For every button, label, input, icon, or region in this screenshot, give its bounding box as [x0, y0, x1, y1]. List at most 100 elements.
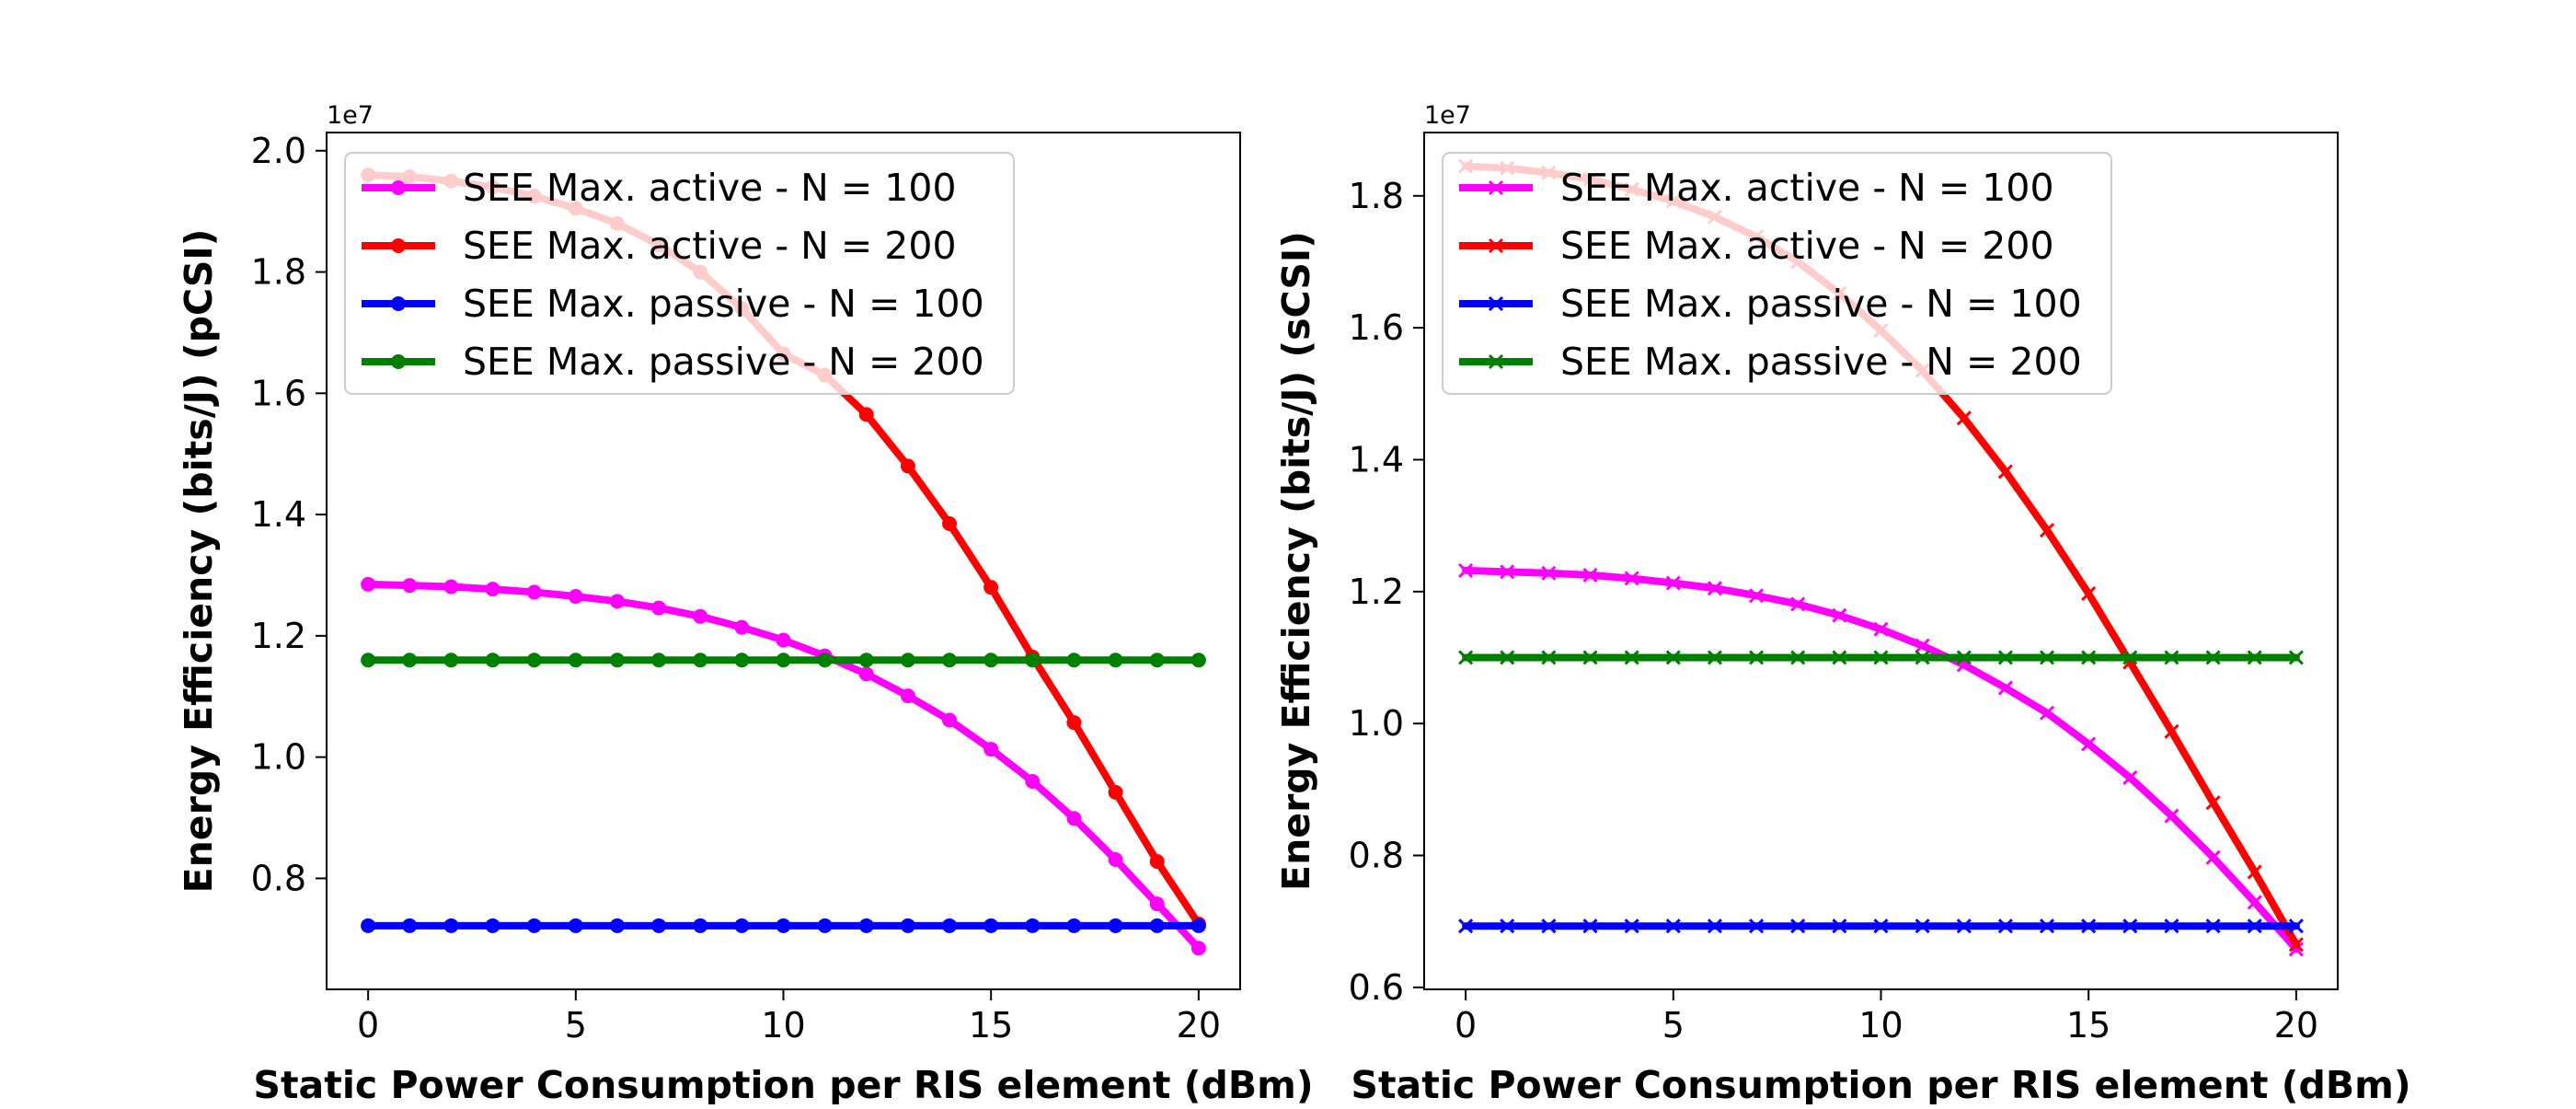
data-point	[2288, 937, 2304, 953]
data-point-stroke	[2081, 736, 2097, 752]
data-point-stroke	[2288, 937, 2304, 953]
data-point-stroke	[1541, 918, 1557, 934]
y-axis-label: Energy Efficiency (bits/J) (sCSI)	[1274, 231, 1318, 891]
data-point	[1956, 650, 1972, 665]
data-point	[526, 918, 542, 933]
legend-label: SEE Max. passive - N = 100	[463, 282, 984, 326]
legend-swatch-marker	[1488, 295, 1504, 312]
data-point	[1190, 918, 1206, 933]
data-point-stroke	[1500, 564, 1515, 580]
data-point	[1665, 650, 1681, 665]
data-point	[2039, 705, 2055, 721]
data-point-stroke	[1956, 650, 1972, 665]
data-point-stroke	[2288, 650, 2304, 665]
data-point	[1624, 650, 1639, 665]
x-tick-label: 5	[1662, 1005, 1685, 1045]
data-point	[1582, 567, 1598, 583]
data-point	[402, 918, 418, 933]
legend-item: SEE Max. active - N = 200	[362, 224, 957, 268]
data-point-stroke	[1997, 464, 2013, 479]
data-point	[651, 918, 667, 933]
chart-panel-2: 0 5 10 15 20 0.6 0.8 1.0 1.2 1.4 1.6 1.8 1e7 Static P…	[1274, 101, 2411, 1107]
data-point	[443, 579, 459, 595]
data-point	[609, 653, 625, 668]
data-point-stroke	[1749, 650, 1765, 665]
legend-item: SEE Max. passive - N = 200	[1459, 340, 2082, 384]
data-point-stroke	[1915, 918, 1930, 934]
data-point	[1790, 650, 1806, 665]
x-tick-label: 0	[1455, 1005, 1477, 1045]
data-point	[609, 918, 625, 933]
data-point	[2247, 864, 2262, 880]
data-point	[1997, 650, 2013, 665]
data-point	[900, 918, 915, 933]
data-point	[1832, 650, 1847, 665]
data-point	[402, 653, 418, 668]
x-axis-label: Static Power Consumption per RIS element…	[253, 1063, 1313, 1104]
data-point-stroke	[2205, 918, 2221, 934]
data-point	[1749, 918, 1765, 934]
data-point	[1997, 680, 2013, 696]
data-point-stroke	[2081, 650, 2097, 665]
x-tick-label: 10	[1858, 1005, 1903, 1045]
x-tick-label: 10	[761, 1005, 805, 1045]
data-point	[2039, 918, 2055, 934]
data-point	[609, 594, 625, 609]
y-tick-label: 1.8	[251, 252, 306, 293]
y-offset-text: 1e7	[1424, 101, 1471, 130]
data-point	[1665, 918, 1681, 934]
data-point	[1025, 774, 1041, 790]
y-tick-label: 0.6	[1349, 967, 1404, 1008]
x-tick-label: 20	[1177, 1005, 1221, 1045]
legend-label: SEE Max. passive - N = 200	[463, 340, 984, 384]
data-point	[2288, 918, 2304, 934]
data-point-stroke	[1707, 650, 1723, 665]
data-point	[1915, 638, 1930, 653]
y-axis-label: Energy Efficiency (bits/J) (pCSI)	[177, 229, 221, 894]
data-point-stroke	[1541, 650, 1557, 665]
data-point	[402, 578, 418, 594]
data-point	[2081, 585, 2097, 602]
data-point	[2164, 808, 2179, 824]
data-point	[485, 653, 500, 668]
data-point	[1790, 918, 1806, 934]
data-point	[1624, 571, 1639, 586]
data-point-stroke	[2122, 769, 2138, 785]
data-point-stroke	[2288, 918, 2304, 934]
data-point-stroke	[2081, 918, 2097, 934]
legend-label: SEE Max. active - N = 200	[463, 224, 957, 268]
data-point-stroke	[1956, 918, 1972, 934]
data-point	[1458, 650, 1474, 665]
data-point	[1749, 650, 1765, 665]
plot-frame	[1423, 132, 2339, 990]
data-point	[651, 600, 667, 616]
data-point-stroke	[1790, 650, 1806, 665]
x-tick-label: 5	[565, 1005, 587, 1045]
data-point	[1108, 784, 1123, 800]
data-point	[693, 918, 708, 933]
data-point	[1707, 581, 1723, 596]
data-point-stroke	[1500, 918, 1515, 934]
data-point	[942, 918, 958, 933]
data-point-stroke	[1997, 650, 2013, 665]
data-point	[776, 918, 791, 933]
data-point	[2081, 736, 2097, 752]
x-tick-label: 15	[969, 1005, 1013, 1045]
data-point-stroke	[1541, 565, 1557, 581]
data-point	[2205, 795, 2221, 811]
data-point	[1541, 565, 1557, 581]
data-point	[817, 653, 833, 668]
data-point	[900, 458, 915, 474]
data-point	[485, 918, 500, 933]
data-point	[1149, 853, 1165, 869]
data-point-stroke	[2164, 808, 2179, 824]
data-point-stroke	[2247, 895, 2262, 910]
data-point	[1108, 918, 1123, 933]
data-point	[942, 515, 958, 531]
data-point-stroke	[1832, 918, 1847, 934]
data-point-stroke	[1997, 918, 2013, 934]
data-point	[1066, 811, 1082, 826]
data-point-stroke	[1458, 562, 1474, 578]
